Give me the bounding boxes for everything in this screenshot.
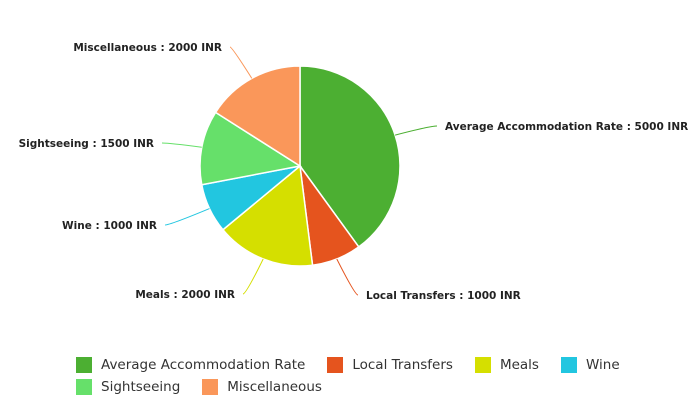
label-connector xyxy=(229,46,253,79)
pie-slices xyxy=(199,65,401,267)
pie-slice-average-accommodation-rate[interactable] xyxy=(299,65,401,248)
data-label: Miscellaneous : 2000 INR xyxy=(73,42,222,54)
legend-swatch xyxy=(202,379,219,395)
data-label: Meals : 2000 INR xyxy=(135,289,235,301)
legend-swatch xyxy=(327,357,344,373)
legend-item-wine[interactable]: Wine xyxy=(560,357,620,373)
label-connector xyxy=(394,125,438,136)
legend-label: Sightseeing xyxy=(101,379,181,395)
label-connector xyxy=(161,142,202,148)
pie-slice-miscellaneous[interactable] xyxy=(214,65,301,168)
data-label: Sightseeing : 1500 INR xyxy=(19,138,154,150)
legend-swatch xyxy=(76,379,92,395)
legend-swatch xyxy=(76,357,92,373)
label-connector xyxy=(242,258,264,295)
label-connector xyxy=(164,208,210,226)
legend-item-meals[interactable]: Meals xyxy=(474,357,539,373)
legend-row: Average Accommodation Rate Local Transfe… xyxy=(76,354,676,376)
data-label: Wine : 1000 INR xyxy=(62,220,157,232)
legend-item-local-transfers[interactable]: Local Transfers xyxy=(327,357,453,373)
data-label: Average Accommodation Rate : 5000 INR xyxy=(445,121,688,133)
legend-item-average-accommodation-rate[interactable]: Average Accommodation Rate xyxy=(76,357,305,373)
label-connector xyxy=(336,258,359,296)
legend-label: Meals xyxy=(499,357,539,373)
legend-item-sightseeing[interactable]: Sightseeing xyxy=(76,379,180,395)
legend-label: Miscellaneous xyxy=(227,379,322,395)
legend-label: Wine xyxy=(585,357,620,373)
legend: Average Accommodation Rate Local Transfe… xyxy=(76,354,676,398)
legend-swatch xyxy=(560,357,577,373)
data-labels: Average Accommodation Rate : 5000 INR Loc… xyxy=(19,42,689,302)
legend-item-miscellaneous[interactable]: Miscellaneous xyxy=(202,379,322,395)
legend-label: Average Accommodation Rate xyxy=(101,357,306,373)
label-connectors xyxy=(161,46,438,296)
legend-label: Local Transfers xyxy=(352,357,453,373)
data-label: Local Transfers : 1000 INR xyxy=(366,290,521,302)
pie-slice-meals[interactable] xyxy=(221,164,314,267)
legend-row: Sightseeing Miscellaneous xyxy=(76,376,676,398)
legend-swatch xyxy=(474,357,491,373)
